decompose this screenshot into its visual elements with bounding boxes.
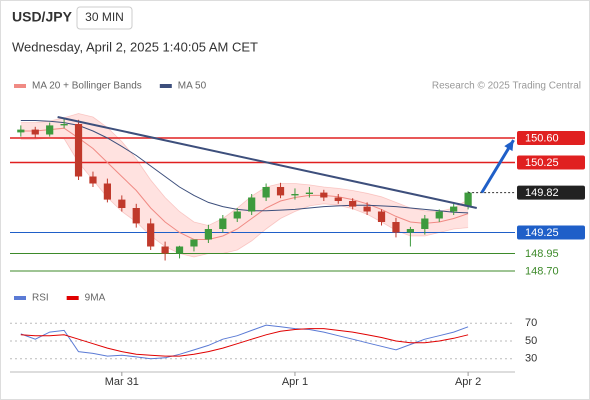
legend-label: MA 20 + Bollinger Bands (32, 81, 142, 92)
symbol: USD/JPY (12, 9, 73, 25)
arrow-head (504, 140, 514, 152)
trendline (57, 116, 477, 209)
candle-body (406, 229, 414, 233)
level-label: 150.60 (525, 132, 559, 144)
y-tick-label: 50 (525, 335, 537, 347)
candle-body (89, 176, 97, 184)
candle-body (276, 187, 285, 196)
y-tick-label: 30 (525, 353, 537, 365)
date: Wednesday, April 2, 2025 1:40:05 AM CET (12, 39, 258, 54)
candle-body (262, 187, 270, 198)
legend-swatch (14, 84, 26, 88)
candle-body (204, 229, 212, 240)
x-tick-label: Apr 1 (282, 376, 308, 388)
candle-body (464, 192, 472, 207)
candle-body (60, 124, 68, 126)
interval: 30 MIN (85, 10, 124, 24)
candle-body (305, 192, 313, 194)
level-label: 149.25 (525, 227, 559, 239)
candle-body (219, 218, 227, 229)
legend-swatch (159, 84, 172, 88)
candle-body (248, 197, 256, 212)
candle-body (147, 223, 155, 247)
legend-swatch (14, 296, 26, 300)
candle-body (450, 206, 458, 212)
candle-body (17, 129, 25, 133)
ma20-line (20, 127, 469, 240)
candle-body (435, 211, 443, 219)
candle-body (161, 246, 169, 254)
candle-body (118, 199, 126, 208)
candle-body (320, 192, 328, 198)
candle-body (349, 201, 357, 207)
candle-body (233, 211, 241, 219)
x-tick-label: Apr 2 (455, 376, 481, 388)
candle-body (46, 125, 54, 135)
candle-body (103, 183, 111, 200)
candle-body (190, 239, 198, 247)
indicator-line (20, 328, 469, 357)
candle-body (31, 129, 39, 135)
x-tick-label: Mar 31 (105, 376, 139, 388)
interval-badge (76, 6, 133, 30)
y-tick-label: 70 (525, 317, 537, 329)
candle-body (363, 206, 371, 212)
level-label-box (517, 225, 585, 240)
candle-body (377, 211, 386, 222)
candle-body (291, 194, 299, 196)
level-label-box (517, 131, 585, 145)
forecast-arrow (480, 139, 515, 194)
candle-body (132, 208, 140, 224)
legend-label: 9MA (85, 293, 106, 304)
level-label-box (517, 155, 585, 170)
legend-label: MA 50 (178, 81, 207, 92)
candle-body (392, 222, 400, 233)
source: Research © 2025 Trading Central (432, 81, 581, 92)
last-price-label: 149.82 (525, 187, 559, 199)
legend-swatch (66, 296, 79, 300)
legend-label: RSI (32, 293, 49, 304)
level-label: 148.70 (525, 265, 559, 277)
level-label: 148.95 (525, 248, 559, 260)
candle-body (74, 124, 83, 177)
candle-body (175, 246, 184, 254)
candle-body (421, 218, 429, 229)
candle-body (334, 197, 342, 201)
last-price-box (517, 185, 585, 200)
ma50-line (20, 120, 469, 214)
indicator-line (20, 324, 469, 360)
bollinger-upper (20, 113, 469, 226)
level-label: 150.25 (525, 157, 559, 169)
